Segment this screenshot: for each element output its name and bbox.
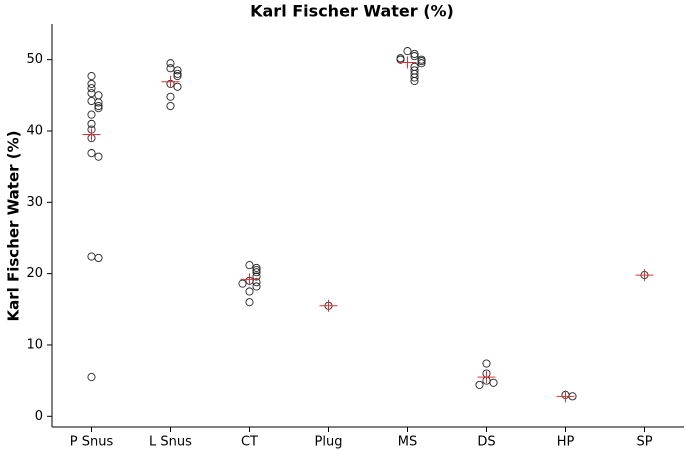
data-point [245, 298, 254, 307]
data-point [410, 49, 419, 59]
data-point [94, 91, 103, 100]
data-point [252, 263, 261, 272]
data-point [489, 378, 498, 387]
data-point [252, 272, 261, 281]
data-point [87, 252, 96, 261]
x-tick-label: HP [557, 435, 575, 450]
x-tick-label: MS [398, 435, 417, 450]
x-tick-label: L Snus [149, 435, 192, 450]
x-tick-label: P Snus [70, 435, 114, 450]
data-point [403, 47, 412, 56]
data-point [482, 359, 491, 368]
chart-title: Karl Fischer Water (%) [250, 2, 454, 21]
mean-marker [635, 269, 654, 282]
y-tick-label: 20 [26, 266, 43, 281]
y-tick-label: 30 [26, 195, 43, 210]
data-point [252, 282, 261, 291]
y-tick-label: 50 [26, 52, 43, 67]
x-tick-label: DS [477, 435, 495, 450]
data-point [252, 268, 261, 277]
y-axis-label: Karl Fischer Water (%) [5, 130, 23, 321]
data-point [417, 57, 426, 66]
data-point [410, 73, 419, 82]
data-point [87, 149, 96, 158]
data-point [252, 278, 261, 287]
data-point [87, 373, 96, 382]
data-point [410, 77, 419, 86]
mean-marker [477, 371, 496, 384]
data-point [87, 72, 96, 81]
data-point [475, 380, 484, 389]
data-point [166, 101, 175, 111]
data-point [94, 253, 103, 263]
y-tick-label: 0 [35, 409, 43, 424]
x-tick-label: CT [241, 435, 258, 450]
data-point [173, 72, 182, 81]
data-point [417, 59, 426, 68]
data-point [87, 96, 96, 106]
data-point [87, 89, 96, 98]
data-point [245, 287, 254, 296]
data-point [94, 104, 103, 113]
data-point [173, 82, 182, 91]
data-point [94, 152, 103, 161]
mean-marker [82, 128, 101, 141]
mean-marker [319, 299, 338, 312]
data-point [166, 64, 175, 73]
y-tick-label: 40 [26, 123, 43, 138]
x-tick-label: Plug [315, 435, 343, 450]
data-point [173, 69, 182, 78]
data-point [173, 66, 182, 75]
y-tick-label: 10 [26, 337, 43, 352]
data-point [238, 279, 247, 288]
mean-marker [161, 75, 180, 88]
data-point [94, 98, 103, 107]
data-point [252, 266, 261, 275]
data-point [410, 52, 419, 61]
data-point [87, 84, 96, 93]
data-point [87, 79, 96, 88]
x-tick-label: SP [636, 435, 652, 450]
data-point [396, 55, 405, 64]
data-point [87, 110, 96, 119]
mean-marker [398, 56, 417, 69]
mean-marker [240, 273, 259, 286]
data-point [245, 261, 254, 270]
data-point [166, 59, 175, 68]
data-point [87, 119, 96, 128]
data-point [166, 92, 175, 101]
mean-marker [556, 390, 575, 403]
data-point [94, 101, 103, 111]
